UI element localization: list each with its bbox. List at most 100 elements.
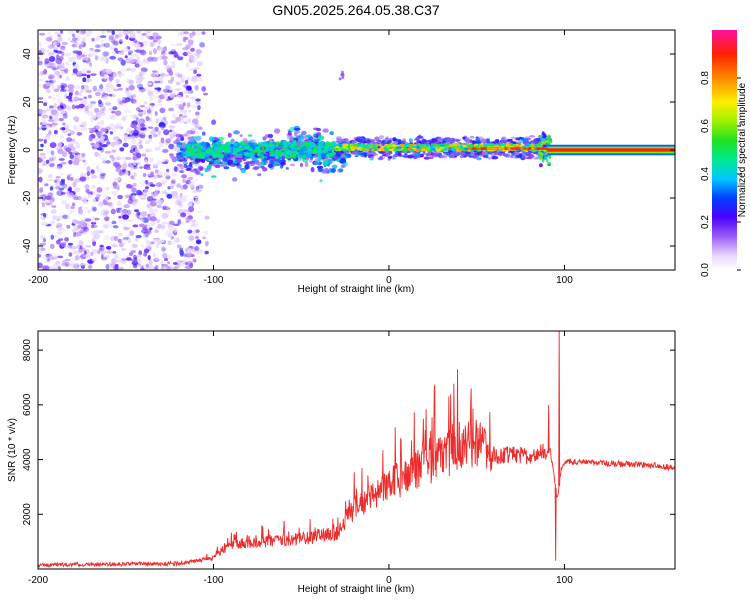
spectrum-cell [182, 195, 190, 198]
spectrum-cell [170, 172, 178, 177]
spectrum-cell [443, 147, 448, 151]
x-tick-label: -200 [28, 275, 48, 286]
spectrum-cell [162, 205, 170, 210]
spectrum-cell [158, 171, 164, 176]
spectrum-cell [136, 55, 140, 61]
spectrum-cell [133, 40, 140, 44]
spectrum-cell [186, 102, 191, 108]
spectrum-cell [191, 143, 198, 147]
spectrum-cell [179, 250, 185, 255]
spectrum-cell [306, 154, 312, 159]
spectrum-cell [42, 265, 50, 270]
spectrum-cell [490, 147, 495, 150]
spectrum-cell [50, 150, 55, 156]
spectrum-cell [96, 181, 101, 185]
spectrum-cell [77, 225, 82, 229]
spectrum-cell [47, 44, 55, 50]
spectrum-cell [227, 132, 232, 138]
spectrum-cell [493, 145, 500, 148]
spectrum-cell [113, 40, 119, 46]
spectrum-cell [204, 153, 210, 158]
spectrum-cell [96, 88, 104, 93]
spectrum-cell [78, 240, 84, 246]
spectrum-cell [187, 229, 193, 234]
spectrum-cell [81, 67, 88, 74]
spectrum-cell [114, 163, 122, 169]
spectrum-cell [111, 128, 117, 132]
spectrum-cell [109, 55, 117, 60]
spectrum-cell [52, 267, 58, 270]
spectrum-cell [97, 88, 105, 92]
spectrum-cell [71, 228, 77, 233]
spectrum-cell [50, 234, 55, 240]
spectrum-cell [41, 115, 45, 122]
spectrum-cell [157, 40, 162, 43]
spectrum-cell [50, 83, 56, 89]
spectrum-cell [38, 60, 43, 66]
spectrum-cell [43, 254, 49, 261]
spectrum-cell [96, 147, 103, 151]
spectrum-cell [65, 61, 70, 66]
spectrum-cell [82, 84, 89, 91]
spectrum-cell [177, 209, 184, 214]
spectrum-cell [160, 56, 165, 60]
spectrum-cell [373, 153, 378, 156]
spectrum-cell [54, 262, 60, 268]
spectrum-cell [103, 138, 110, 142]
spectrum-cell [44, 183, 49, 187]
spectrum-cell [88, 47, 95, 53]
spectrum-cell [58, 117, 64, 122]
spectrum-cell [164, 231, 172, 237]
spectrum-cell [182, 184, 188, 190]
spectrum-cell [111, 190, 118, 197]
spectrum-cell [54, 182, 61, 186]
spectrum-cell [139, 70, 146, 76]
spectrum-cell [79, 229, 85, 234]
spectrum-cell [123, 109, 131, 114]
spectrum-cell [80, 265, 85, 269]
spectrum-cell [174, 237, 180, 243]
spectrum-cell [72, 181, 77, 188]
spectrum-cell [510, 147, 515, 150]
spectrum-cell [109, 123, 116, 130]
spectrum-cell [46, 149, 50, 155]
spectrum-cell [41, 202, 46, 208]
spectrum-cell [38, 246, 42, 251]
spectrum-cell [126, 209, 131, 216]
spectrum-cell [135, 201, 140, 205]
spectrum-cell [165, 85, 171, 90]
spectrum-cell [111, 110, 116, 114]
spectrum-cell [67, 186, 72, 192]
spectrum-cell [190, 169, 194, 173]
spectrum-cell [74, 263, 79, 269]
spectrum-cell [141, 244, 145, 248]
spectrum-cell [132, 161, 137, 166]
spectrum-cell [43, 69, 48, 75]
spectrum-cell [160, 266, 168, 270]
spectrum-cell [68, 159, 73, 165]
spectrum-cell [100, 71, 105, 77]
spectrum-cell [132, 224, 139, 228]
spectrum-cell [193, 67, 200, 70]
spectrum-cell [305, 137, 309, 141]
spectrum-cell [286, 141, 290, 146]
spectrum-cell [72, 116, 80, 121]
spectrum-cell [136, 46, 143, 50]
spectrum-cell [366, 139, 371, 144]
spectrum-cell [136, 152, 142, 159]
spectrum-cell [155, 118, 159, 124]
spectrum-cell [65, 76, 70, 81]
spectrum-cell [71, 33, 76, 38]
spectrum-cell [88, 259, 93, 265]
spectrum-cell [256, 160, 262, 165]
spectrum-cell [79, 89, 85, 93]
spectrum-cell [103, 235, 110, 241]
spectrum-cell [124, 55, 128, 59]
spectrum-cell [109, 204, 115, 210]
spectrum-cell [38, 109, 43, 114]
spectrum-cell [120, 205, 126, 209]
spectrum-cell [90, 73, 97, 76]
spectrum-cell [44, 195, 52, 200]
spectrum-cell [73, 160, 80, 166]
spectrum-cell [165, 65, 169, 70]
